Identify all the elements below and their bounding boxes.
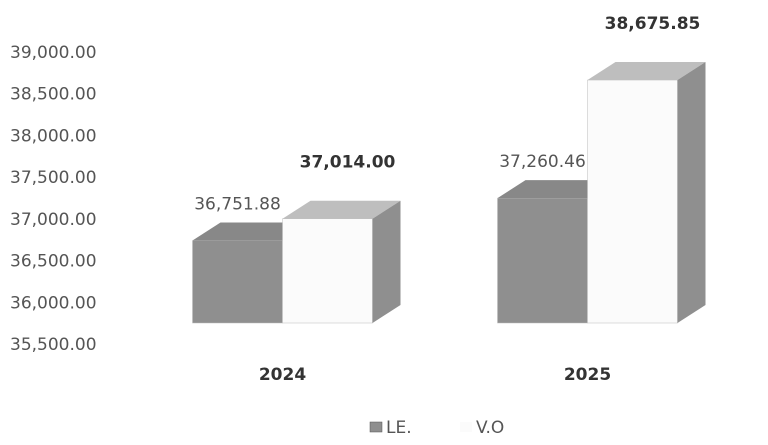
bar-top [282, 200, 401, 219]
data-label: 37,014.00 [300, 153, 396, 173]
y-tick-label: 35,500.00 [10, 335, 97, 355]
data-label: 38,675.85 [605, 14, 701, 34]
legend-swatch [369, 421, 383, 433]
y-tick-label: 38,000.00 [10, 126, 97, 146]
legend-swatch [460, 422, 472, 432]
data-label: 36,751.88 [194, 195, 281, 215]
x-tick-label: 2024 [259, 365, 306, 385]
bar [497, 197, 588, 324]
y-tick-label: 36,500.00 [10, 252, 97, 272]
data-label: 37,260.46 [499, 152, 586, 172]
bar-top [587, 62, 706, 81]
x-tick-label: 2025 [564, 365, 611, 385]
bar-side [677, 62, 706, 324]
bar-top [192, 222, 311, 241]
legend-label: LE. [386, 418, 412, 438]
legend-label: V.O [476, 418, 504, 438]
bar [192, 240, 283, 324]
bar [587, 79, 678, 324]
y-tick-label: 37,000.00 [10, 210, 97, 230]
y-tick-label: 39,000.00 [10, 43, 97, 63]
bar-side [372, 200, 401, 323]
bar-top [497, 180, 616, 199]
y-tick-label: 38,500.00 [10, 85, 97, 105]
y-tick-label: 36,000.00 [10, 293, 97, 313]
y-tick-label: 37,500.00 [10, 168, 97, 188]
bar [282, 218, 373, 324]
